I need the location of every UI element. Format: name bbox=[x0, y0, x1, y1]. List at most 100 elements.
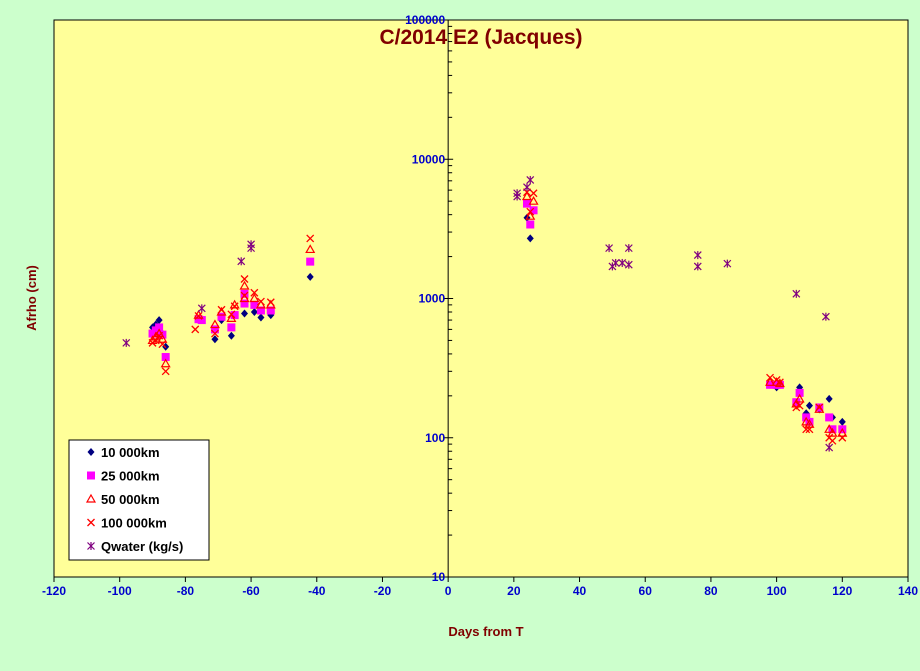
data-point bbox=[624, 260, 633, 269]
data-point bbox=[250, 300, 259, 309]
data-point bbox=[805, 425, 814, 434]
data-points bbox=[122, 175, 848, 452]
data-point bbox=[256, 306, 265, 315]
data-point bbox=[194, 311, 203, 320]
y-tick-label: 100000 bbox=[405, 13, 445, 27]
data-point bbox=[241, 309, 249, 318]
data-point bbox=[266, 298, 275, 307]
data-point bbox=[838, 417, 846, 426]
data-point bbox=[624, 244, 633, 253]
x-tick-label: 100 bbox=[767, 584, 787, 598]
data-point bbox=[828, 436, 837, 445]
legend-box bbox=[68, 439, 210, 561]
legend-marker bbox=[85, 493, 97, 503]
data-point bbox=[525, 210, 536, 220]
x-tick-label: -20 bbox=[374, 584, 392, 598]
data-point bbox=[805, 417, 814, 426]
x-tick-label: 20 bbox=[507, 584, 521, 598]
data-point bbox=[226, 313, 237, 322]
data-point bbox=[256, 297, 265, 306]
data-point bbox=[526, 234, 534, 243]
data-point bbox=[522, 199, 531, 208]
data-point bbox=[217, 312, 226, 321]
data-point bbox=[160, 358, 171, 368]
x-tick-label: 60 bbox=[639, 584, 653, 598]
x-tick-label: 40 bbox=[573, 584, 587, 598]
data-point bbox=[513, 189, 522, 198]
data-point bbox=[240, 275, 249, 283]
y-tick-label: 1000 bbox=[418, 292, 445, 306]
data-point bbox=[227, 323, 236, 332]
data-point bbox=[306, 272, 314, 281]
chart-title: C/2014 E2 (Jacques) bbox=[379, 26, 582, 49]
data-point bbox=[210, 325, 219, 334]
data-point bbox=[827, 427, 838, 437]
data-point bbox=[765, 377, 776, 386]
data-point bbox=[191, 325, 200, 334]
data-point bbox=[249, 293, 260, 303]
data-point bbox=[837, 427, 848, 437]
data-point bbox=[821, 312, 830, 321]
data-point bbox=[227, 310, 236, 319]
data-point bbox=[250, 307, 258, 316]
data-point bbox=[795, 401, 804, 410]
data-point bbox=[775, 378, 784, 387]
x-tick-label: 0 bbox=[445, 584, 452, 598]
data-point bbox=[605, 244, 614, 253]
data-point bbox=[217, 305, 226, 314]
data-point bbox=[526, 175, 535, 184]
y-axis-label: Afrho (cm) bbox=[24, 265, 39, 331]
data-point bbox=[306, 257, 315, 266]
y-tick-label: 10 bbox=[432, 570, 446, 584]
series-3 bbox=[148, 188, 847, 445]
data-point bbox=[227, 331, 235, 340]
data-point bbox=[825, 413, 834, 422]
data-point bbox=[529, 206, 538, 215]
x-tick-label: 80 bbox=[704, 584, 718, 598]
data-point bbox=[838, 433, 847, 442]
data-point bbox=[211, 335, 219, 344]
legend-marker bbox=[87, 518, 95, 527]
legend-marker bbox=[87, 542, 95, 550]
legend-label: Qwater (kg/s) bbox=[101, 539, 183, 554]
data-point bbox=[693, 251, 702, 260]
y-tick-label: 10000 bbox=[412, 152, 446, 166]
data-point bbox=[266, 306, 275, 315]
data-point bbox=[794, 393, 805, 403]
data-point bbox=[240, 291, 249, 300]
data-point bbox=[795, 388, 804, 397]
data-point bbox=[209, 319, 220, 329]
data-point bbox=[157, 334, 168, 343]
data-point bbox=[161, 367, 170, 376]
data-point bbox=[529, 189, 538, 198]
data-point bbox=[122, 338, 131, 347]
x-tick-label: -120 bbox=[42, 584, 66, 598]
legend-marker bbox=[87, 471, 95, 480]
legend-label: 50 000km bbox=[101, 492, 160, 507]
data-point bbox=[766, 373, 775, 382]
legend-label: 10 000km bbox=[101, 445, 160, 460]
data-point bbox=[526, 207, 535, 216]
data-point bbox=[825, 394, 833, 403]
data-point bbox=[526, 220, 535, 229]
data-point bbox=[250, 288, 259, 297]
x-tick-label: -80 bbox=[177, 584, 195, 598]
data-point bbox=[802, 425, 811, 434]
data-point bbox=[805, 401, 813, 410]
legend-label: 100 000km bbox=[101, 516, 167, 531]
data-point bbox=[155, 331, 164, 340]
data-point bbox=[237, 257, 246, 266]
data-point bbox=[693, 262, 702, 271]
x-ticks: -120 -100 -80 -60 -40 -20 0 20 40 60 80 100 120 140 bbox=[42, 577, 918, 598]
data-point bbox=[521, 191, 533, 201]
data-point bbox=[151, 336, 160, 345]
x-tick-label: 140 bbox=[898, 584, 918, 598]
data-point bbox=[239, 280, 250, 290]
data-point bbox=[774, 378, 785, 388]
data-point bbox=[240, 299, 249, 308]
data-point bbox=[792, 289, 801, 298]
y-tick-label: 100 bbox=[425, 431, 445, 445]
data-point bbox=[618, 258, 627, 267]
x-tick-label: -100 bbox=[108, 584, 132, 598]
